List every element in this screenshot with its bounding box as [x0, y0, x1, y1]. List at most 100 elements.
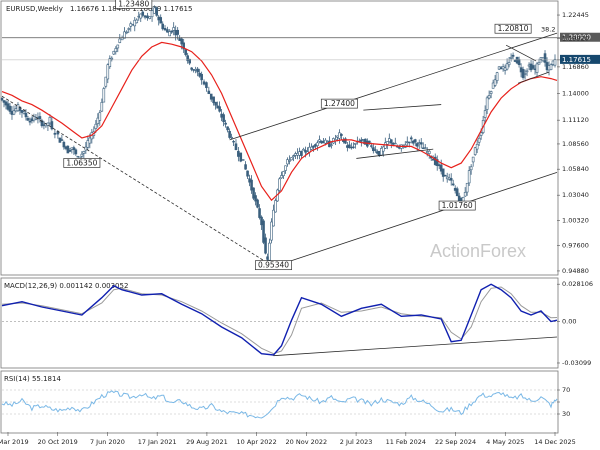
macd-y-label: 0.00 — [562, 318, 576, 326]
price-candle — [246, 170, 249, 177]
last-price-badge — [560, 54, 600, 64]
price-candle — [234, 143, 238, 151]
price-candle — [415, 143, 419, 147]
wedge-upper-line — [505, 44, 537, 62]
price-candle — [239, 152, 243, 162]
price-candle — [96, 117, 100, 124]
price-candle — [479, 132, 483, 136]
price-candle — [222, 114, 225, 123]
price-candle — [370, 145, 373, 147]
annotation-label: 1.06350 — [66, 158, 97, 167]
price-ohlc: 1.16676 1.18488 1.16629 1.17615 — [70, 5, 192, 13]
annotation-label: 1.23480 — [118, 0, 149, 8]
price-candle — [328, 140, 331, 148]
price-candle — [50, 121, 54, 130]
price-candle — [190, 67, 193, 70]
triangle-lower-line — [356, 148, 434, 159]
price-candle — [241, 159, 245, 161]
fib-label: 38.2 — [541, 26, 555, 34]
price-candle — [230, 136, 233, 139]
price-candle — [176, 29, 179, 35]
price-candle — [244, 164, 247, 170]
price-title: EURUSD,Weekly — [6, 5, 63, 13]
price-candle — [511, 54, 515, 57]
macd-signal-line — [1, 286, 558, 355]
price-candle — [282, 171, 285, 176]
price-candle — [28, 121, 32, 123]
price-candle — [22, 111, 26, 114]
price-candle — [304, 150, 307, 153]
price-candle — [443, 175, 447, 177]
price-candle — [188, 58, 191, 64]
price-candle — [284, 165, 287, 171]
price-candle — [256, 199, 259, 208]
price-candle — [344, 138, 347, 144]
price-candle — [316, 142, 319, 146]
price-candle — [352, 146, 355, 149]
price-candle — [258, 208, 261, 218]
price-candle — [170, 30, 173, 33]
price-y-label: 1.05840 — [562, 165, 589, 173]
price-candle — [214, 101, 217, 106]
price-candle — [427, 150, 431, 154]
price-candle — [38, 116, 42, 120]
price-candle — [549, 64, 553, 70]
price-candle — [407, 141, 411, 144]
price-candle — [435, 159, 439, 166]
price-candle — [389, 139, 393, 144]
price-candle — [74, 149, 78, 155]
price-candle — [413, 139, 417, 143]
rsi-y-label: 30 — [562, 410, 570, 418]
annotation-box: 1.27400 — [320, 98, 358, 109]
price-candle — [218, 106, 221, 112]
macd-layer — [1, 283, 558, 357]
price-candle — [94, 123, 98, 129]
price-candle — [372, 147, 375, 152]
price-candle — [360, 139, 363, 142]
annotation-box: 1.06350 — [63, 158, 101, 168]
price-candle — [2, 100, 6, 103]
rsi-y-label: 70 — [562, 386, 570, 394]
price-candle — [24, 112, 28, 118]
price-candle — [374, 149, 377, 151]
price-candle — [475, 143, 479, 150]
price-y-label: 1.00320 — [562, 216, 589, 224]
price-candle — [106, 64, 110, 80]
price-candle — [66, 145, 70, 154]
price-candle — [232, 141, 235, 143]
price-candle — [467, 170, 471, 184]
price-y-label: 1.14000 — [562, 89, 589, 97]
price-candle — [330, 144, 333, 146]
price-candle — [465, 182, 469, 193]
annotation-box: 0.95340 — [255, 260, 292, 271]
price-candle — [250, 179, 253, 191]
price-candle — [133, 19, 137, 27]
price-candle — [8, 105, 12, 112]
price-candle — [487, 95, 491, 99]
price-candle — [127, 28, 131, 30]
price-candle — [112, 50, 116, 55]
price-candle — [180, 38, 183, 45]
price-candle — [300, 150, 303, 156]
price-candle — [274, 200, 277, 213]
price-candle — [88, 137, 92, 144]
x-tick-label: 29 Aug 2021 — [186, 438, 228, 446]
price-candle — [441, 168, 445, 177]
price-candle — [104, 76, 108, 87]
price-y-label: 0.97600 — [562, 242, 589, 250]
price-candle — [382, 146, 385, 152]
price-candle — [224, 122, 227, 125]
price-candle — [155, 7, 159, 16]
price-candle — [148, 16, 152, 19]
price-candle — [537, 62, 541, 65]
annotation-rect — [255, 260, 292, 271]
price-candle — [449, 178, 453, 181]
price-candle — [172, 27, 175, 31]
price-candle — [98, 112, 102, 121]
channel-upper-line — [229, 32, 558, 141]
price-candle — [523, 73, 527, 75]
price-candle — [212, 96, 215, 104]
price-candle — [409, 137, 413, 140]
price-candle — [205, 82, 208, 89]
price-candle — [0, 97, 4, 101]
